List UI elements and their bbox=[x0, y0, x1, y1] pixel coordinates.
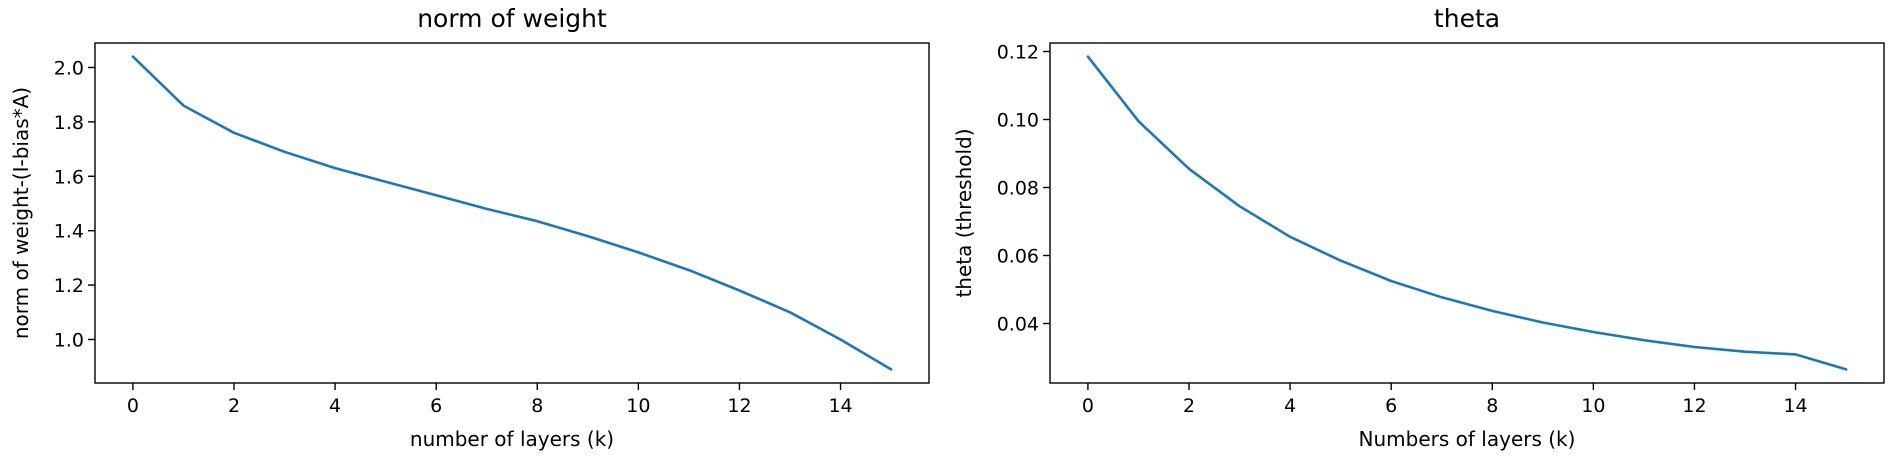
y-tick-label: 1.6 bbox=[54, 166, 84, 188]
x-tick-label: 14 bbox=[1783, 395, 1807, 417]
y-tick-label: 1.2 bbox=[54, 275, 84, 297]
plot-series bbox=[131, 55, 893, 371]
x-tick-label: 12 bbox=[727, 395, 751, 417]
plot-frame bbox=[1049, 42, 1885, 384]
chart-theta: theta 0 2 4 6 8 10 12 14 0.04 0.06 0.08 0.10 0.12 N… bbox=[952, 4, 1885, 451]
x-axis-label: Numbers of layers (k) bbox=[1359, 427, 1576, 451]
x-axis: 0 2 4 6 8 10 12 14 bbox=[127, 383, 853, 417]
chart-norm-of-weight: norm of weight 0 2 4 6 8 10 12 14 1.01.21.41.61… bbox=[9, 4, 930, 451]
x-tick-label: 10 bbox=[626, 395, 650, 417]
x-tick-label: 6 bbox=[430, 395, 442, 417]
y-tick-label: 1.0 bbox=[54, 329, 84, 351]
plot-frame bbox=[94, 42, 930, 384]
y-axis: 0.04 0.06 0.08 0.10 0.12 bbox=[997, 42, 1050, 336]
y-tick-label: 0.06 bbox=[997, 246, 1039, 268]
x-tick-label: 14 bbox=[828, 395, 852, 417]
y-axis-label: norm of weight-(I-bias*A) bbox=[9, 87, 33, 339]
x-tick-label: 6 bbox=[1385, 395, 1397, 417]
x-tick-label: 8 bbox=[1486, 395, 1498, 417]
y-tick-label: 0.10 bbox=[997, 110, 1039, 132]
x-axis: 0 2 4 6 8 10 12 14 bbox=[1082, 383, 1808, 417]
y-axis: 1.0 1.2 1.4 1.6 1.8 2.0 bbox=[54, 57, 95, 351]
y-tick-label: 0.12 bbox=[997, 42, 1039, 64]
x-axis-label: number of layers (k) bbox=[410, 427, 614, 451]
plot-series bbox=[1086, 55, 1848, 371]
series-line bbox=[1086, 55, 1848, 371]
x-tick-label: 10 bbox=[1581, 395, 1605, 417]
chart-title: norm of weight bbox=[417, 4, 607, 33]
y-tick-label: 1.8 bbox=[54, 112, 84, 134]
y-tick-label: 0.04 bbox=[997, 314, 1039, 336]
x-tick-label: 4 bbox=[1284, 395, 1296, 417]
y-tick-label: 2.0 bbox=[54, 57, 84, 79]
y-axis-label: theta (threshold) bbox=[952, 128, 976, 297]
y-tick-label: 0.08 bbox=[997, 178, 1039, 200]
x-tick-label: 0 bbox=[127, 395, 139, 417]
y-tick-label: 1.4 bbox=[54, 221, 84, 243]
x-tick-label: 2 bbox=[228, 395, 240, 417]
x-tick-label: 0 bbox=[1082, 395, 1094, 417]
series-line bbox=[131, 55, 893, 371]
x-tick-label: 12 bbox=[1682, 395, 1706, 417]
x-tick-label: 2 bbox=[1183, 395, 1195, 417]
x-tick-label: 4 bbox=[329, 395, 341, 417]
chart-title: theta bbox=[1434, 4, 1500, 33]
x-tick-label: 8 bbox=[531, 395, 543, 417]
